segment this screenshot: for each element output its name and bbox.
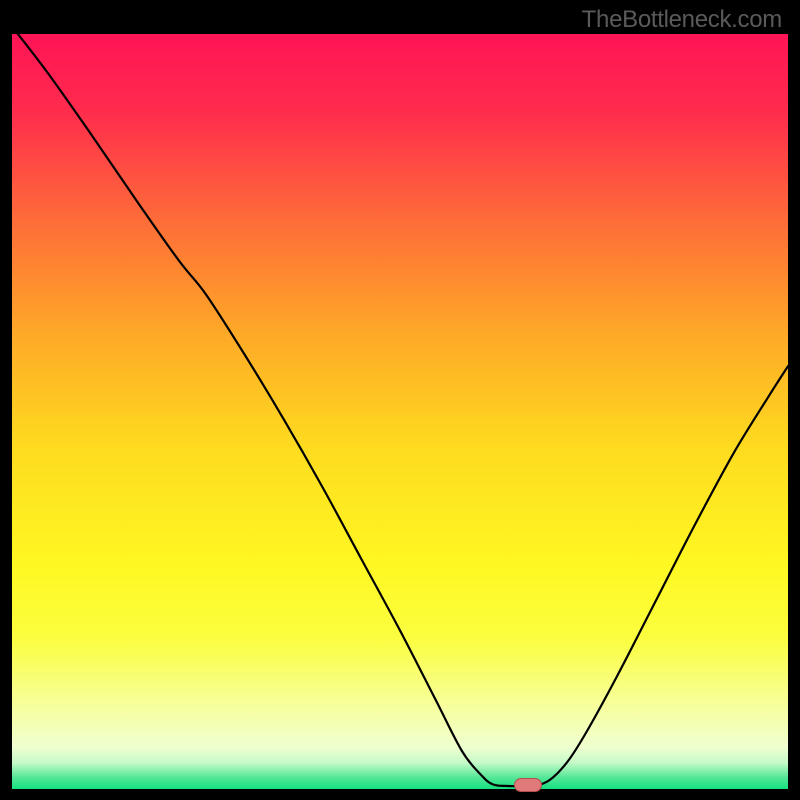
plot-area xyxy=(12,34,788,789)
gradient-background xyxy=(12,34,788,789)
chart-container: TheBottleneck.com xyxy=(0,0,800,800)
minimum-marker xyxy=(514,778,541,792)
watermark-text: TheBottleneck.com xyxy=(582,6,782,34)
